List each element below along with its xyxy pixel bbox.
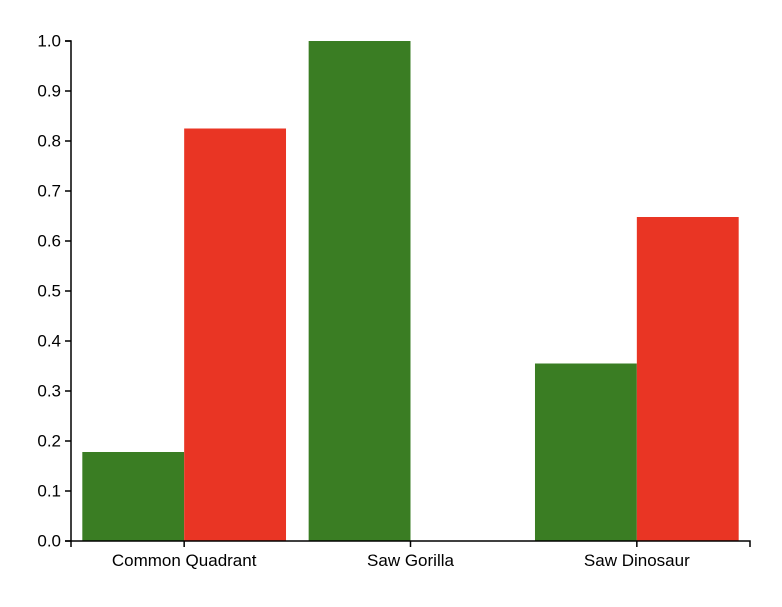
bar bbox=[636, 217, 739, 541]
bar bbox=[534, 363, 637, 541]
bar bbox=[184, 128, 287, 541]
y-tick-label: 0.2 bbox=[37, 432, 61, 451]
x-tick-label: Common Quadrant bbox=[112, 551, 257, 570]
y-tick-label: 0.0 bbox=[37, 532, 61, 551]
y-tick-label: 1.0 bbox=[37, 32, 61, 51]
y-tick-label: 0.1 bbox=[37, 482, 61, 501]
bar bbox=[82, 452, 185, 541]
y-tick-label: 0.9 bbox=[37, 82, 61, 101]
bar bbox=[308, 41, 411, 541]
y-tick-label: 0.5 bbox=[37, 282, 61, 301]
x-axis-ticks: Common Quadrant Saw Gorilla Saw Dinosaur bbox=[112, 541, 690, 570]
y-tick-label: 0.4 bbox=[37, 332, 61, 351]
y-tick-label: 0.3 bbox=[37, 382, 61, 401]
y-tick-label: 0.6 bbox=[37, 232, 61, 251]
x-tick-label: Saw Dinosaur bbox=[584, 551, 690, 570]
y-axis-ticks: 0.0 0.1 0.2 0.3 0.4 0.5 0.6 0.7 0.8 0.9 1.0 bbox=[37, 32, 71, 551]
y-tick-label: 0.7 bbox=[37, 182, 61, 201]
bars-layer bbox=[82, 41, 739, 541]
x-tick-label: Saw Gorilla bbox=[367, 551, 454, 570]
y-tick-label: 0.8 bbox=[37, 132, 61, 151]
